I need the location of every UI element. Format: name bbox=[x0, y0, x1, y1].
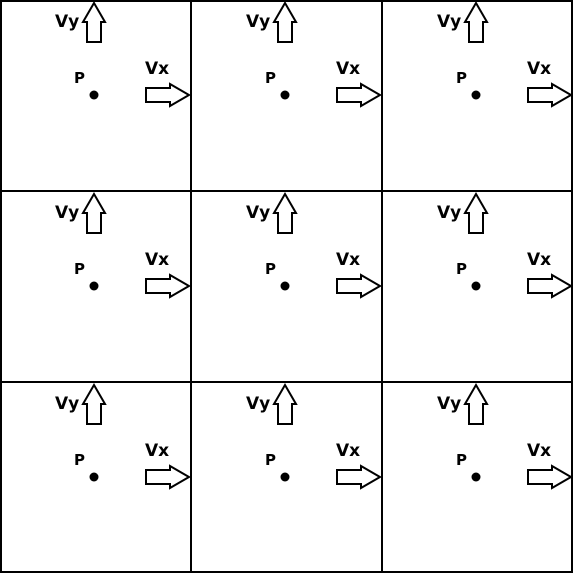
vx-arrow-icon bbox=[145, 273, 191, 299]
point-label: P bbox=[456, 260, 467, 278]
point-label: P bbox=[74, 260, 85, 278]
vx-label: Vx bbox=[145, 59, 169, 79]
grid-cell: Vy Vx P bbox=[246, 192, 382, 299]
grid-cell: Vy Vx P bbox=[437, 1, 573, 108]
vx-arrow-icon bbox=[145, 82, 191, 108]
vy-label: Vy bbox=[55, 12, 79, 32]
point-p-dot bbox=[280, 472, 290, 482]
point-label: P bbox=[265, 69, 276, 87]
vy-arrow-icon bbox=[463, 383, 489, 425]
grid-cell: Vy Vx P bbox=[437, 192, 573, 299]
vy-label: Vy bbox=[437, 203, 461, 223]
vx-label: Vx bbox=[527, 59, 551, 79]
grid-cells: Vy Vx P Vy Vx P Vy Vx P Vy Vx P Vy Vx P Vy Vx P Vy Vx P Vy Vx P… bbox=[55, 1, 573, 490]
vx-arrow-icon bbox=[336, 273, 382, 299]
vx-label: Vx bbox=[336, 250, 360, 270]
vx-arrow-icon bbox=[336, 82, 382, 108]
point-label: P bbox=[265, 260, 276, 278]
vy-label: Vy bbox=[246, 394, 270, 414]
point-p-dot bbox=[471, 281, 481, 291]
vy-arrow-icon bbox=[272, 383, 298, 425]
point-label: P bbox=[74, 69, 85, 87]
point-label: P bbox=[74, 451, 85, 469]
grid-cell: Vy Vx P bbox=[55, 383, 191, 490]
vx-label: Vx bbox=[336, 441, 360, 461]
grid-cell: Vy Vx P bbox=[246, 383, 382, 490]
vx-label: Vx bbox=[527, 441, 551, 461]
vx-arrow-icon bbox=[336, 464, 382, 490]
vx-arrow-icon bbox=[145, 464, 191, 490]
vy-arrow-icon bbox=[81, 1, 107, 43]
grid-cell: Vy Vx P bbox=[55, 1, 191, 108]
grid-cell: Vy Vx P bbox=[246, 1, 382, 108]
point-label: P bbox=[456, 69, 467, 87]
vy-label: Vy bbox=[246, 12, 270, 32]
point-label: P bbox=[265, 451, 276, 469]
vx-label: Vx bbox=[336, 59, 360, 79]
grid-cell: Vy Vx P bbox=[55, 192, 191, 299]
vx-arrow-icon bbox=[527, 464, 573, 490]
vx-arrow-icon bbox=[527, 82, 573, 108]
point-label: P bbox=[456, 451, 467, 469]
vx-label: Vx bbox=[145, 441, 169, 461]
vy-label: Vy bbox=[55, 203, 79, 223]
grid-cell: Vy Vx P bbox=[437, 383, 573, 490]
vy-arrow-icon bbox=[463, 1, 489, 43]
vy-label: Vy bbox=[437, 12, 461, 32]
point-p-dot bbox=[89, 90, 99, 100]
point-p-dot bbox=[471, 90, 481, 100]
vy-arrow-icon bbox=[81, 383, 107, 425]
vy-label: Vy bbox=[437, 394, 461, 414]
point-p-dot bbox=[89, 281, 99, 291]
vy-label: Vy bbox=[55, 394, 79, 414]
vy-arrow-icon bbox=[272, 1, 298, 43]
vy-arrow-icon bbox=[81, 192, 107, 234]
vx-label: Vx bbox=[527, 250, 551, 270]
point-p-dot bbox=[280, 90, 290, 100]
vy-label: Vy bbox=[246, 203, 270, 223]
vy-arrow-icon bbox=[463, 192, 489, 234]
point-p-dot bbox=[89, 472, 99, 482]
vy-arrow-icon bbox=[272, 192, 298, 234]
vx-arrow-icon bbox=[527, 273, 573, 299]
point-p-dot bbox=[471, 472, 481, 482]
point-p-dot bbox=[280, 281, 290, 291]
vx-label: Vx bbox=[145, 250, 169, 270]
